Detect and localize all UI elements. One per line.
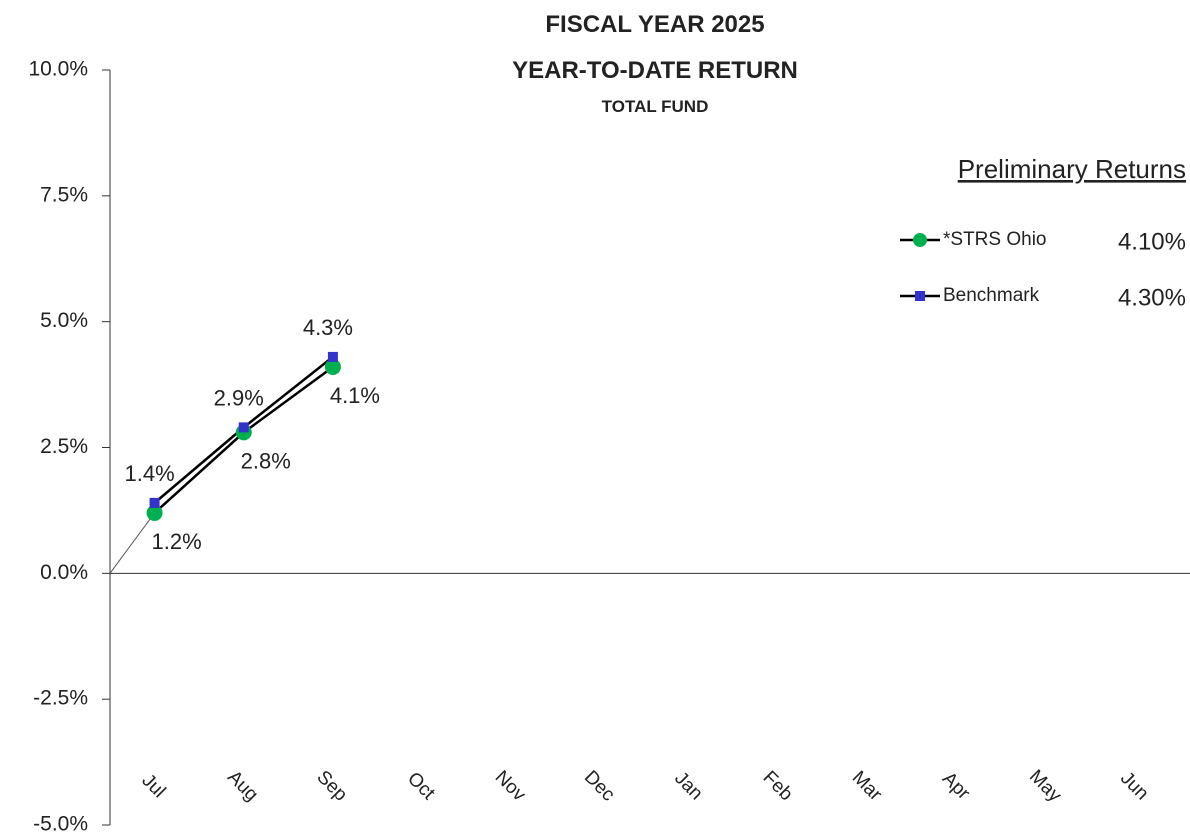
data-label: 1.2% (152, 529, 202, 554)
legend-value: 4.10% (1118, 228, 1186, 255)
x-tick-label: Aug (223, 767, 262, 806)
origin-connector (109, 512, 155, 574)
chart-title: FISCAL YEAR 2025 (545, 11, 764, 38)
x-tick-label: Jan (670, 768, 707, 805)
y-tick-label: 2.5% (40, 435, 88, 458)
y-tick-label: 7.5% (40, 183, 88, 206)
x-tick-label: Dec (580, 767, 619, 806)
legend-value: 4.30% (1118, 284, 1186, 311)
marker (327, 351, 338, 362)
x-tick-label: Mar (848, 767, 886, 805)
x-tick-label: Nov (491, 767, 530, 806)
x-tick-label: Feb (759, 767, 797, 805)
chart-subtitle-2: TOTAL FUND (602, 97, 709, 116)
data-label: 2.9% (214, 385, 264, 410)
y-tick-label: 10.0% (28, 58, 88, 81)
marker (149, 497, 160, 508)
x-tick-label: Apr (938, 768, 974, 804)
chart-subtitle: YEAR-TO-DATE RETURN (512, 57, 798, 84)
legend-label: Benchmark (943, 285, 1040, 306)
x-tick-label: Jun (1116, 768, 1153, 805)
data-label: 2.8% (241, 448, 291, 473)
marker (146, 504, 163, 521)
legend-label: *STRS Ohio (943, 229, 1046, 250)
marker (324, 358, 341, 375)
data-label: 1.4% (125, 461, 175, 486)
data-label: 4.3% (303, 315, 353, 340)
x-tick-label: Jul (137, 770, 169, 802)
y-tick-label: -5.0% (33, 813, 88, 833)
legend-title: Preliminary Returns (958, 154, 1186, 184)
data-label: 4.1% (330, 383, 380, 408)
y-tick-label: 0.0% (40, 561, 88, 584)
y-tick-label: -2.5% (33, 687, 88, 710)
x-tick-label: Sep (312, 767, 351, 806)
x-tick-label: May (1025, 766, 1066, 807)
x-tick-label: Oct (403, 768, 439, 804)
marker (238, 422, 249, 433)
y-tick-label: 5.0% (40, 309, 88, 332)
legend-marker (913, 233, 927, 247)
legend-marker (915, 291, 925, 301)
